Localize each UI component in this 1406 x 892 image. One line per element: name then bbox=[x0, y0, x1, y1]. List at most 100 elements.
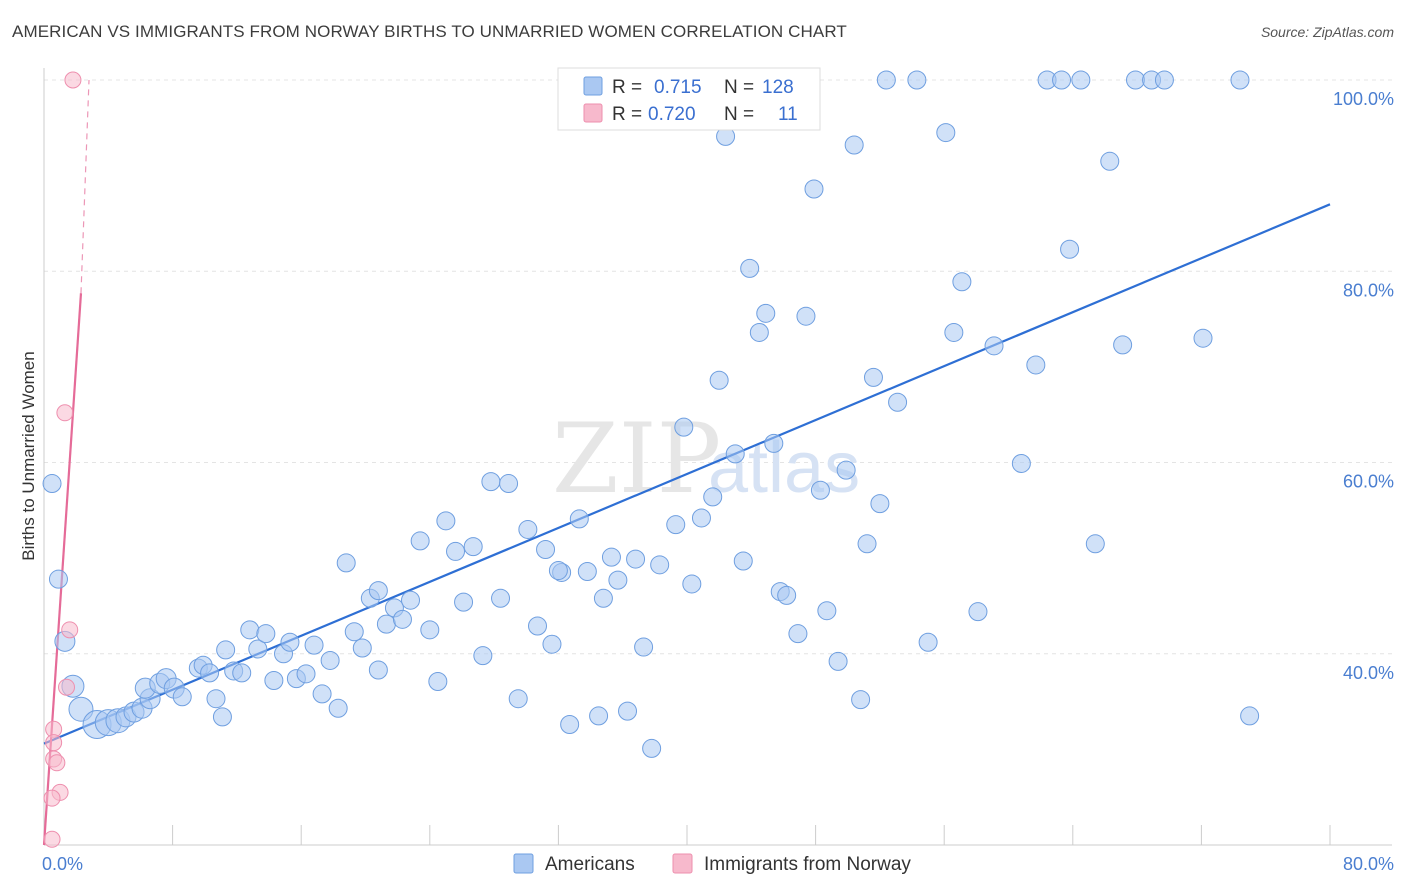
y-tick-label: 40.0% bbox=[1343, 663, 1394, 683]
point-americans bbox=[569, 509, 589, 529]
point-americans bbox=[536, 540, 556, 560]
y-tick-label: 80.0% bbox=[1343, 280, 1394, 300]
point-americans bbox=[436, 511, 456, 531]
point-americans bbox=[740, 258, 760, 278]
point-americans bbox=[428, 671, 448, 691]
point-norway bbox=[56, 404, 74, 422]
point-americans bbox=[1240, 706, 1260, 726]
point-americans bbox=[618, 701, 638, 721]
point-americans bbox=[944, 322, 964, 342]
point-americans bbox=[674, 417, 694, 437]
legend-r-value: 0.720 bbox=[648, 104, 696, 125]
point-americans bbox=[499, 474, 519, 494]
point-americans bbox=[248, 639, 268, 659]
point-americans bbox=[446, 541, 466, 561]
point-norway bbox=[43, 830, 61, 848]
point-americans bbox=[1154, 70, 1174, 90]
point-americans bbox=[1052, 70, 1072, 90]
point-americans bbox=[589, 706, 609, 726]
point-americans bbox=[1026, 355, 1046, 375]
point-americans bbox=[376, 614, 396, 634]
chart-title: AMERICAN VS IMMIGRANTS FROM NORWAY BIRTH… bbox=[12, 22, 847, 41]
point-norway bbox=[43, 789, 61, 807]
point-norway bbox=[58, 678, 76, 696]
point-americans bbox=[352, 638, 372, 658]
point-americans bbox=[888, 392, 908, 412]
point-americans bbox=[810, 480, 830, 500]
point-americans bbox=[577, 562, 597, 582]
point-americans bbox=[1085, 534, 1105, 554]
point-americans bbox=[542, 634, 562, 654]
point-americans bbox=[650, 555, 670, 575]
top-legend: R = 0.715 N = 128 R = 0.720 N = 11 bbox=[557, 67, 821, 131]
point-americans bbox=[863, 367, 883, 387]
point-americans bbox=[703, 487, 723, 507]
point-americans bbox=[392, 609, 412, 629]
point-americans bbox=[836, 460, 856, 480]
point-americans bbox=[749, 322, 769, 342]
point-norway bbox=[48, 754, 66, 772]
x-tick-labels: 0.0% 80.0% bbox=[42, 854, 1394, 874]
point-norway bbox=[45, 734, 63, 752]
point-americans bbox=[508, 689, 528, 709]
point-americans bbox=[984, 336, 1004, 356]
point-americans bbox=[1230, 70, 1250, 90]
point-americans bbox=[481, 472, 501, 492]
point-americans bbox=[777, 585, 797, 605]
point-americans bbox=[473, 646, 493, 666]
point-americans bbox=[1125, 70, 1145, 90]
point-americans bbox=[216, 640, 236, 660]
point-americans bbox=[907, 70, 927, 90]
point-norway bbox=[61, 621, 79, 639]
point-americans bbox=[296, 664, 316, 684]
point-americans bbox=[936, 123, 956, 143]
legend-r-label: R = bbox=[612, 104, 642, 125]
x-tick-label: 0.0% bbox=[42, 854, 83, 874]
point-americans bbox=[857, 534, 877, 554]
point-americans bbox=[1011, 453, 1031, 473]
point-americans bbox=[172, 687, 192, 707]
point-americans bbox=[518, 519, 538, 539]
point-americans bbox=[804, 179, 824, 199]
legend-n-value: 128 bbox=[762, 77, 794, 98]
point-americans bbox=[593, 588, 613, 608]
point-americans bbox=[952, 272, 972, 292]
point-americans bbox=[401, 590, 421, 610]
point-americans bbox=[666, 515, 686, 535]
legend-n-label: N = bbox=[724, 104, 754, 125]
legend-swatch-americans bbox=[513, 853, 534, 874]
point-americans bbox=[256, 624, 276, 644]
point-americans bbox=[491, 588, 511, 608]
watermark-zip: ZIP bbox=[552, 403, 721, 515]
point-americans bbox=[844, 135, 864, 155]
point-americans bbox=[206, 689, 226, 709]
point-americans bbox=[796, 306, 816, 326]
point-americans bbox=[328, 698, 348, 718]
point-americans bbox=[968, 602, 988, 622]
legend-r-label: R = bbox=[612, 77, 642, 98]
watermark-atlas: atlas bbox=[708, 428, 860, 508]
point-americans bbox=[1071, 70, 1091, 90]
point-americans bbox=[642, 738, 662, 758]
legend-swatch-norway bbox=[583, 103, 603, 123]
point-americans bbox=[560, 715, 580, 735]
point-americans bbox=[320, 650, 340, 670]
y-tick-label: 60.0% bbox=[1343, 472, 1394, 492]
x-tick-label: 80.0% bbox=[1343, 854, 1394, 874]
point-americans bbox=[918, 632, 938, 652]
legend-label-americans: Americans bbox=[545, 854, 635, 875]
point-americans bbox=[1113, 335, 1133, 355]
axes bbox=[43, 68, 1392, 846]
grid-lines bbox=[44, 79, 1392, 655]
point-americans bbox=[1100, 151, 1120, 171]
point-americans bbox=[48, 569, 68, 589]
point-norway bbox=[64, 71, 82, 89]
source-label: Source: ZipAtlas.com bbox=[1260, 24, 1394, 40]
point-americans bbox=[410, 531, 430, 551]
point-americans bbox=[788, 624, 808, 644]
point-americans bbox=[280, 632, 300, 652]
point-americans bbox=[733, 551, 753, 571]
point-americans bbox=[634, 637, 654, 657]
point-americans bbox=[200, 663, 220, 683]
